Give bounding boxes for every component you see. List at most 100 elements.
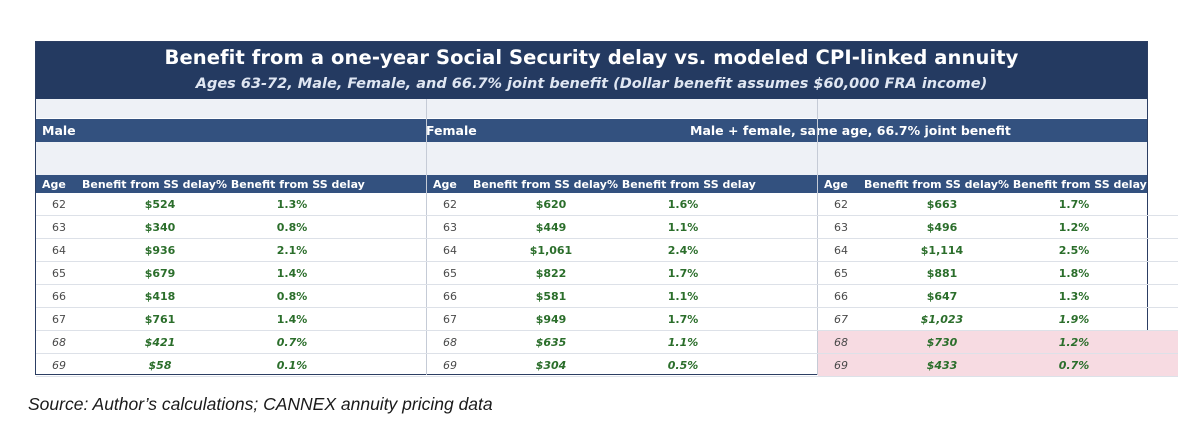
table-row: 68 $730 1.2%: [818, 331, 1178, 354]
age-cell: 69: [834, 358, 848, 372]
column-header-age: Age: [42, 177, 66, 191]
benefit-cell: $663: [926, 197, 958, 211]
benefit-table-figure: Benefit from a one-year Social Security …: [35, 41, 1178, 377]
age-cell: 65: [52, 266, 66, 280]
column-header-row: Age Benefit from SS delay% Benefit from S…: [36, 175, 427, 193]
pct-cell: 1.1%: [667, 289, 699, 303]
age-cell: 68: [52, 335, 66, 349]
pct-cell: 2.5%: [1058, 243, 1090, 257]
table-male: Age Benefit from SS delay% Benefit from S…: [36, 175, 427, 377]
table-row: 63 $340 0.8%: [36, 216, 427, 239]
pct-cell: 1.4%: [276, 266, 308, 280]
age-cell: 62: [834, 197, 848, 211]
benefit-cell: $418: [144, 289, 176, 303]
pct-cell: 1.1%: [667, 335, 699, 349]
table-row: 66 $418 0.8%: [36, 285, 427, 308]
table-row: 67 $949 1.7%: [427, 308, 818, 331]
column-header-pct: % Benefit from SS delay: [216, 177, 365, 191]
age-cell: 67: [443, 312, 457, 326]
age-cell: 64: [834, 243, 848, 257]
column-header-row: Age Benefit from SS delay% Benefit from S…: [818, 175, 1178, 193]
benefit-cell: $679: [144, 266, 176, 280]
age-cell: 64: [443, 243, 457, 257]
column-header-pct: % Benefit from SS delay: [998, 177, 1147, 191]
table-row: 63 $496 1.2%: [818, 216, 1178, 239]
column-header-pct: % Benefit from SS delay: [607, 177, 756, 191]
benefit-cell: $1,114: [920, 243, 964, 257]
pct-cell: 0.1%: [276, 358, 308, 372]
benefit-cell: $949: [535, 312, 567, 326]
age-cell: 63: [834, 220, 848, 234]
figure-subtitle: Ages 63-72, Male, Female, and 66.7% join…: [195, 76, 988, 92]
section-label-male: Male: [42, 123, 76, 138]
table-row: 63 $449 1.1%: [427, 216, 818, 239]
age-cell: 68: [443, 335, 457, 349]
pct-cell: 1.2%: [1058, 220, 1090, 234]
pct-cell: 0.7%: [1058, 358, 1090, 372]
benefit-cell: $635: [535, 335, 567, 349]
benefit-cell: $822: [535, 266, 567, 280]
group-divider: [817, 99, 818, 375]
age-cell: 65: [443, 266, 457, 280]
table-row: 67 $1,023 1.9%: [818, 308, 1178, 331]
benefit-cell: $449: [535, 220, 567, 234]
table-row: 65 $679 1.4%: [36, 262, 427, 285]
table-row: 68 $635 1.1%: [427, 331, 818, 354]
title-band: Benefit from a one-year Social Security …: [36, 42, 1147, 99]
table-row: 66 $647 1.3%: [818, 285, 1178, 308]
benefit-cell: $761: [144, 312, 176, 326]
column-header-age: Age: [433, 177, 457, 191]
age-cell: 69: [443, 358, 457, 372]
benefit-cell: $524: [144, 197, 176, 211]
column-header-benefit: Benefit from SS delay: [82, 177, 216, 191]
benefit-cell: $340: [144, 220, 176, 234]
age-cell: 64: [52, 243, 66, 257]
pct-cell: 0.8%: [276, 220, 308, 234]
benefit-cell: $936: [144, 243, 176, 257]
benefit-cell: $1,023: [920, 312, 964, 326]
benefit-cell: $881: [926, 266, 958, 280]
pct-cell: 1.2%: [1058, 335, 1090, 349]
spacer-row-middle: [36, 142, 1147, 175]
table-row: 69 $58 0.1%: [36, 354, 427, 377]
benefit-cell: $304: [535, 358, 567, 372]
pct-cell: 0.7%: [276, 335, 308, 349]
table-row: 68 $421 0.7%: [36, 331, 427, 354]
column-header-age: Age: [824, 177, 848, 191]
table-joint: Age Benefit from SS delay% Benefit from S…: [818, 175, 1178, 377]
benefit-cell: $496: [926, 220, 958, 234]
table-row: 69 $304 0.5%: [427, 354, 818, 377]
pct-cell: 2.4%: [667, 243, 699, 257]
age-cell: 62: [443, 197, 457, 211]
section-label-female: Female: [426, 123, 477, 138]
benefit-cell: $620: [535, 197, 567, 211]
column-header-benefit: Benefit from SS delay: [864, 177, 998, 191]
section-header-band: Male Female Male + female, same age, 66.…: [36, 119, 1147, 142]
pct-cell: 0.5%: [667, 358, 699, 372]
pct-cell: 1.3%: [276, 197, 308, 211]
table-row: 66 $581 1.1%: [427, 285, 818, 308]
pct-cell: 1.7%: [1058, 197, 1090, 211]
pct-cell: 1.7%: [667, 266, 699, 280]
age-cell: 62: [52, 197, 66, 211]
age-cell: 68: [834, 335, 848, 349]
age-cell: 67: [52, 312, 66, 326]
table-row: 62 $524 1.3%: [36, 193, 427, 216]
pct-cell: 1.8%: [1058, 266, 1090, 280]
table-row: 62 $663 1.7%: [818, 193, 1178, 216]
source-note: Source: Author’s calculations; CANNEX an…: [28, 394, 493, 414]
table-row: 64 $1,114 2.5%: [818, 239, 1178, 262]
column-header-benefit: Benefit from SS delay: [473, 177, 607, 191]
benefit-cell: $433: [926, 358, 958, 372]
column-header-band: [36, 175, 1147, 193]
pct-cell: 1.3%: [1058, 289, 1090, 303]
benefit-cell: $730: [926, 335, 958, 349]
section-label-joint: Male + female, same age, 66.7% joint ben…: [690, 123, 1011, 138]
table-row: 67 $761 1.4%: [36, 308, 427, 331]
age-cell: 65: [834, 266, 848, 280]
group-divider: [426, 99, 427, 375]
benefit-cell: $58: [148, 358, 172, 372]
pct-cell: 1.9%: [1058, 312, 1090, 326]
table-row: 69 $433 0.7%: [818, 354, 1178, 377]
pct-cell: 1.4%: [276, 312, 308, 326]
